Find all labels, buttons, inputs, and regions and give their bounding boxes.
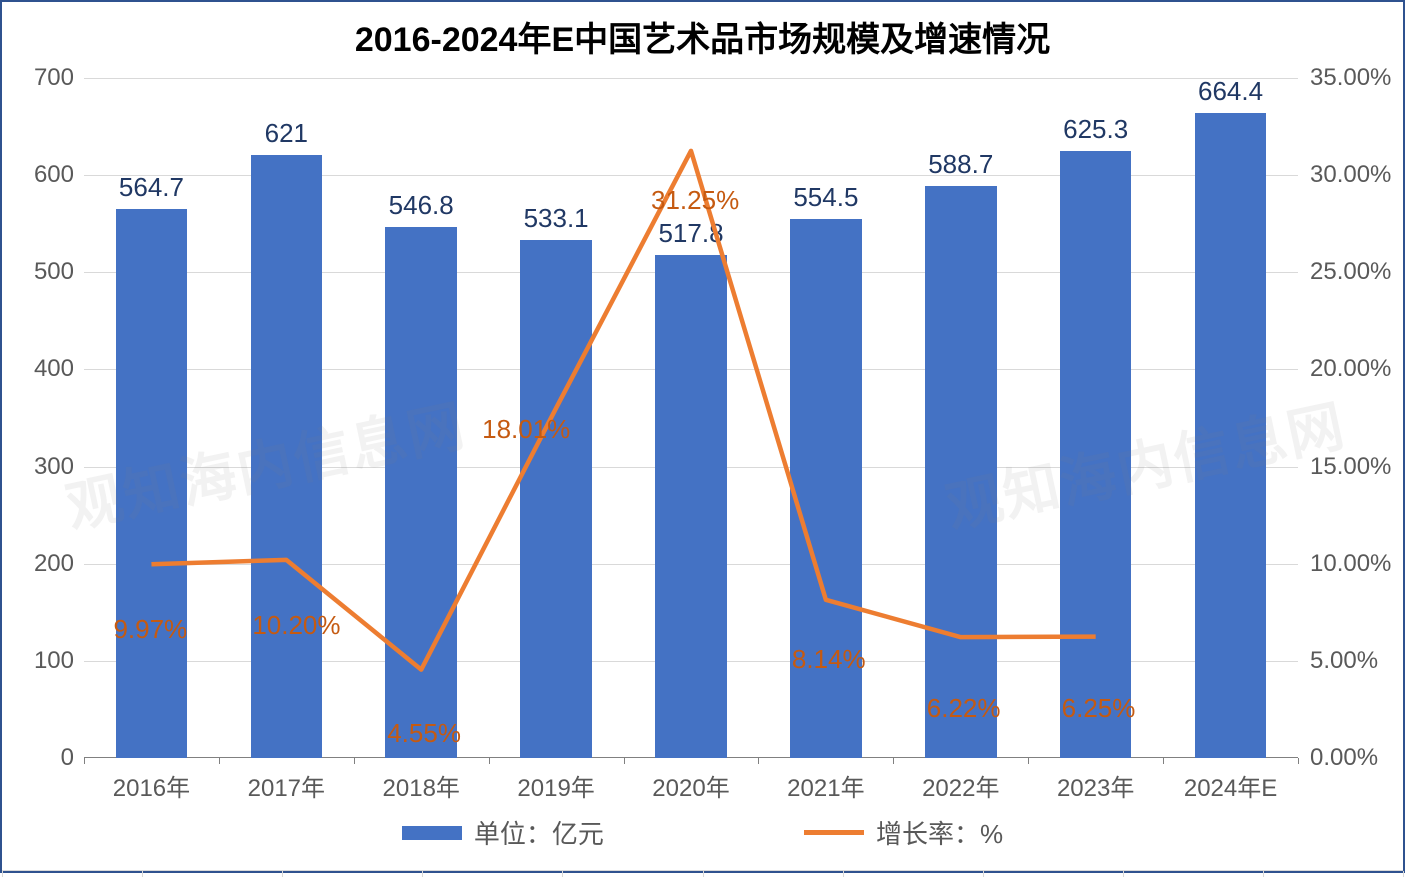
bottom-tick [703, 871, 704, 877]
bottom-tick [282, 871, 283, 877]
line-value-label: 10.20% [252, 610, 340, 641]
bar [790, 219, 861, 758]
y-right-tick: 10.00% [1298, 550, 1391, 578]
bottom-tick [843, 871, 844, 877]
x-category-label: 2018年 [383, 758, 460, 803]
x-tick-mark [1163, 758, 1164, 764]
bar [925, 186, 996, 758]
line-value-label: 18.01% [482, 414, 570, 445]
y-right-tick: 15.00% [1298, 453, 1391, 481]
bar-value-label: 621 [265, 118, 308, 149]
x-category-label: 2021年 [787, 758, 864, 803]
legend-label: 单位：亿元 [474, 814, 604, 851]
line-value-label: 9.97% [113, 614, 187, 645]
y-left-tick: 500 [34, 258, 84, 286]
legend-item: 单位：亿元 [402, 814, 604, 851]
bottom-tick [142, 871, 143, 877]
bar [655, 255, 726, 758]
y-right-tick: 5.00% [1298, 647, 1378, 675]
bar-value-label: 625.3 [1063, 114, 1128, 145]
bottom-border-ticks [2, 870, 1403, 871]
x-category-label: 2019年 [517, 758, 594, 803]
bar-value-label: 664.4 [1198, 76, 1263, 107]
y-left-tick: 700 [34, 64, 84, 92]
bar [1060, 151, 1131, 758]
x-tick-mark [758, 758, 759, 764]
bar-value-label: 564.7 [119, 172, 184, 203]
bottom-tick [2, 871, 3, 877]
y-left-tick: 0 [61, 744, 84, 772]
y-right-tick: 0.00% [1298, 744, 1378, 772]
x-tick-mark [219, 758, 220, 764]
bar-value-label: 546.8 [389, 190, 454, 221]
y-left-tick: 600 [34, 161, 84, 189]
x-tick-mark [489, 758, 490, 764]
x-category-label: 2023年 [1057, 758, 1134, 803]
x-tick-mark [84, 758, 85, 764]
y-right-tick: 35.00% [1298, 64, 1391, 92]
line-value-label: 6.25% [1062, 693, 1136, 724]
x-category-label: 2016年 [113, 758, 190, 803]
bottom-tick [1123, 871, 1124, 877]
line-value-label: 31.25% [651, 185, 739, 216]
legend-label: 增长率：% [876, 814, 1003, 851]
line-value-label: 4.55% [387, 718, 461, 749]
x-tick-mark [624, 758, 625, 764]
plot-area: 01002003004005006007000.00%5.00%10.00%15… [84, 78, 1298, 758]
legend: 单位：亿元 增长率：% [2, 814, 1403, 851]
bar [251, 155, 322, 758]
y-right-tick: 25.00% [1298, 258, 1391, 286]
legend-swatch-bar [402, 826, 462, 840]
line-value-label: 6.22% [927, 693, 1001, 724]
x-category-label: 2024年E [1184, 758, 1277, 803]
y-left-tick: 300 [34, 453, 84, 481]
y-left-tick: 200 [34, 550, 84, 578]
y-right-tick: 30.00% [1298, 161, 1391, 189]
gridline [84, 78, 1298, 79]
bar [116, 209, 187, 758]
y-right-tick: 20.00% [1298, 355, 1391, 383]
legend-swatch-line [804, 830, 864, 835]
y-left-tick: 100 [34, 647, 84, 675]
x-tick-mark [1028, 758, 1029, 764]
x-tick-mark [1298, 758, 1299, 764]
line-value-label: 8.14% [792, 644, 866, 675]
x-category-label: 2022年 [922, 758, 999, 803]
bar-value-label: 588.7 [928, 149, 993, 180]
bottom-tick [562, 871, 563, 877]
x-tick-mark [893, 758, 894, 764]
bar-value-label: 533.1 [524, 203, 589, 234]
bar-value-label: 517.8 [658, 218, 723, 249]
bottom-tick [1263, 871, 1264, 877]
chart-title: 2016-2024年E中国艺术品市场规模及增速情况 [2, 2, 1403, 67]
x-category-label: 2020年 [652, 758, 729, 803]
legend-item: 增长率：% [804, 814, 1003, 851]
bar [1195, 113, 1266, 758]
bar [520, 240, 591, 758]
bottom-tick [422, 871, 423, 877]
y-left-tick: 400 [34, 355, 84, 383]
x-tick-mark [354, 758, 355, 764]
bottom-tick [1403, 871, 1404, 877]
bar [385, 227, 456, 758]
bar-value-label: 554.5 [793, 182, 858, 213]
chart-container: 2016-2024年E中国艺术品市场规模及增速情况 01002003004005… [0, 0, 1405, 873]
bottom-tick [983, 871, 984, 877]
x-category-label: 2017年 [248, 758, 325, 803]
